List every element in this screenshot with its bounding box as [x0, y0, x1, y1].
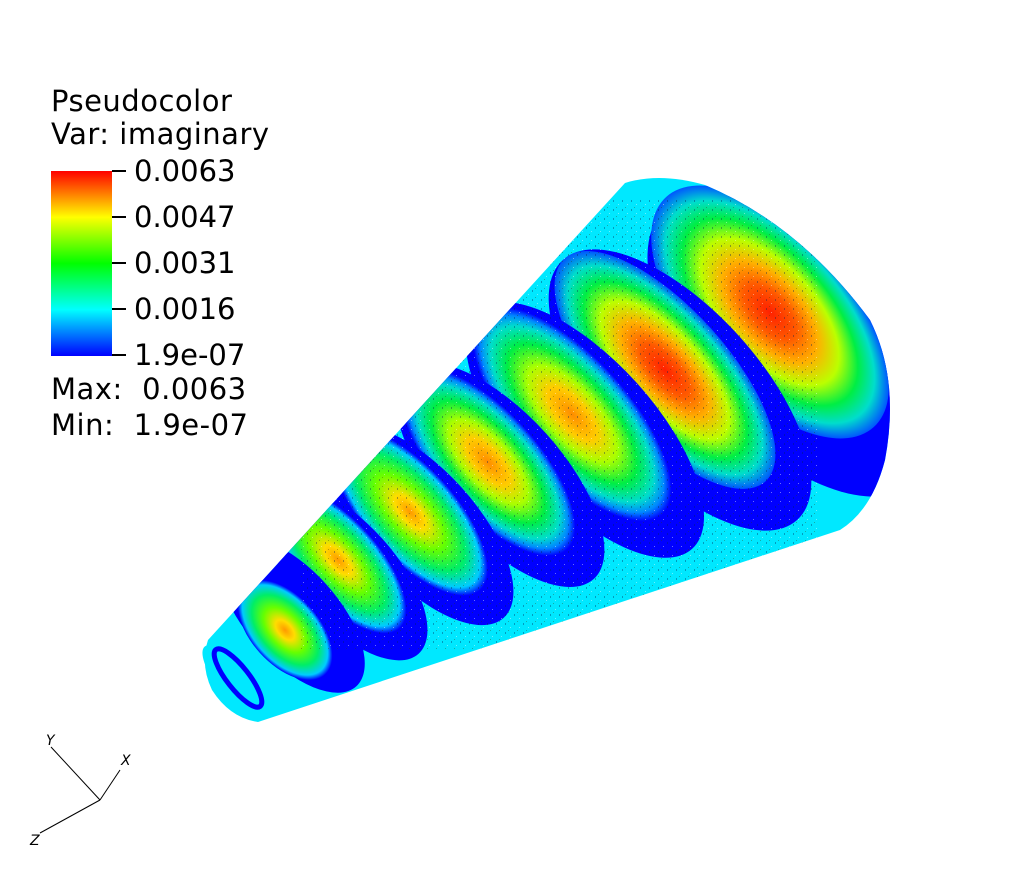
- colorbar-tick: [112, 354, 126, 356]
- colorbar-tick-label: 0.0063: [134, 154, 236, 188]
- colorbar-tick-label: 0.0031: [134, 246, 236, 280]
- colorbar-tick-label: 0.0047: [134, 200, 236, 234]
- y-axis-label: Y: [46, 733, 56, 749]
- z-axis-label: Z: [29, 833, 40, 849]
- axes-triad: Y X Z: [29, 733, 131, 849]
- colorbar-tick-label: 0.0016: [134, 292, 236, 326]
- colorbar-tick: [112, 216, 126, 218]
- x-axis-line: [99, 769, 121, 801]
- colorbar-tick-label: 1.9e-07: [134, 338, 246, 372]
- colorbar: [51, 171, 112, 356]
- cone-tip-cap: [202, 645, 265, 717]
- colorbar-tick: [112, 308, 126, 310]
- x-axis-label: X: [120, 753, 131, 769]
- z-axis-line: [39, 799, 101, 834]
- legend-title: Pseudocolor: [51, 84, 233, 118]
- legend-max: Max: 0.0063: [51, 372, 247, 406]
- colorbar-tick: [112, 262, 126, 264]
- legend-min: Min: 1.9e-07: [51, 408, 249, 442]
- y-axis-line: [50, 746, 101, 801]
- colorbar-tick: [112, 170, 126, 172]
- legend-variable: Var: imaginary: [51, 117, 270, 151]
